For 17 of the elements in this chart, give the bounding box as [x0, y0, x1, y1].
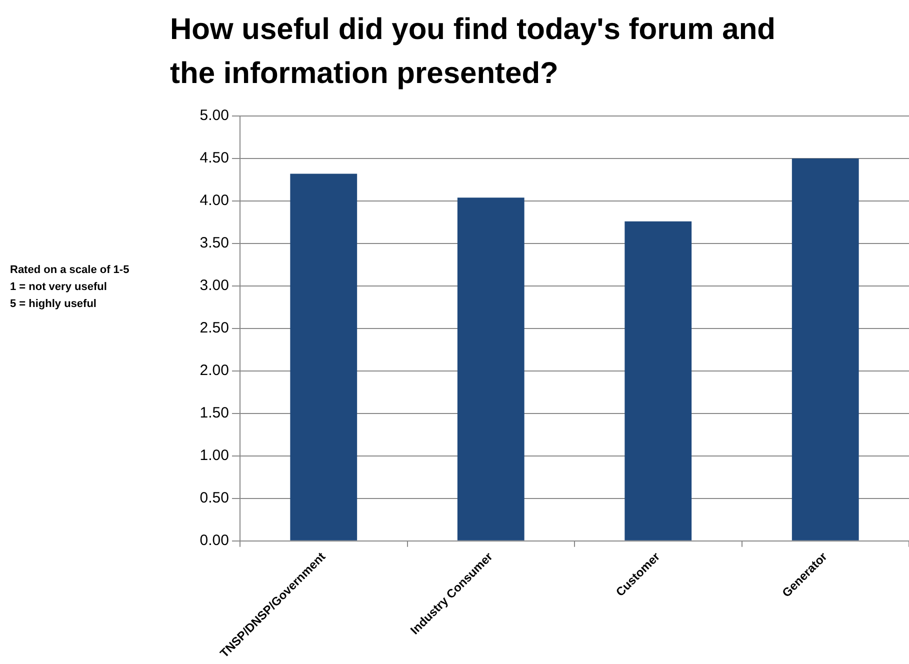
y-tick-label: 3.00: [200, 277, 229, 294]
chart-title: How useful did you find today's forum and the information presented?: [170, 12, 776, 92]
y-tick-label: 2.50: [200, 320, 229, 337]
y-tick-label: 1.50: [200, 404, 229, 422]
y-tick-label: 2.00: [200, 362, 229, 380]
y-tick-label: 4.00: [200, 192, 229, 210]
y-tick-label: 5.00: [200, 107, 229, 124]
bar: [624, 221, 692, 540]
bar: [792, 158, 859, 540]
text: Rated on a scale of 1-5 1 = not very useful 5 = highly useful: [10, 263, 130, 312]
y-tick-label: 4.50: [200, 150, 229, 167]
y-tick-label: 0.50: [200, 490, 229, 507]
bar: [290, 174, 358, 540]
y-tick-label: 0.00: [200, 532, 229, 550]
y-tick-label: 1.00: [200, 447, 229, 464]
y-tick-label: 3.50: [200, 234, 229, 252]
bar: [457, 198, 524, 540]
